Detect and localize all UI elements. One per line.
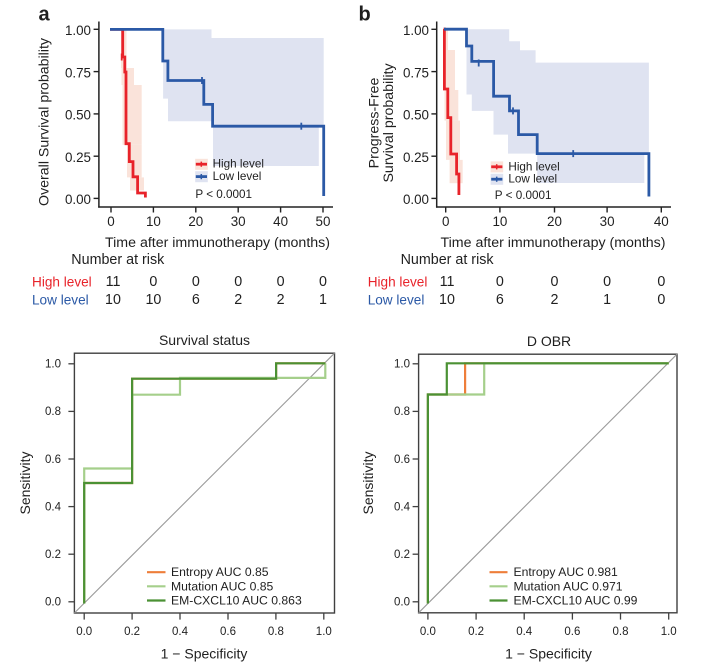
svg-text:EM-CXCL10 AUC 0.863: EM-CXCL10 AUC 0.863 <box>171 594 302 608</box>
svg-text:10: 10 <box>105 292 121 308</box>
svg-text:1.0: 1.0 <box>394 359 410 371</box>
svg-text:0.4: 0.4 <box>45 501 62 513</box>
svg-text:0.0: 0.0 <box>76 626 92 638</box>
svg-text:0.4: 0.4 <box>172 626 189 638</box>
svg-text:0.0: 0.0 <box>394 597 410 609</box>
svg-text:a: a <box>39 3 51 25</box>
svg-text:Time after immunotherapy (mont: Time after immunotherapy (months) <box>105 235 330 251</box>
svg-text:Survival status: Survival status <box>159 332 250 348</box>
svg-text:0.75: 0.75 <box>403 65 429 80</box>
svg-text:P < 0.0001: P < 0.0001 <box>495 189 552 202</box>
svg-text:0.00: 0.00 <box>65 192 91 207</box>
svg-text:2: 2 <box>551 292 559 308</box>
svg-text:6: 6 <box>192 292 200 308</box>
svg-text:0.2: 0.2 <box>468 626 484 638</box>
svg-text:2: 2 <box>234 292 242 308</box>
svg-text:0.6: 0.6 <box>394 454 410 466</box>
svg-text:Low level: Low level <box>368 293 425 308</box>
svg-text:Survival probability: Survival probability <box>381 63 397 183</box>
svg-text:0.6: 0.6 <box>220 626 236 638</box>
svg-text:40: 40 <box>273 214 288 229</box>
svg-text:0: 0 <box>319 274 327 290</box>
svg-text:High level: High level <box>368 275 428 290</box>
svg-text:0: 0 <box>277 274 285 290</box>
svg-text:20: 20 <box>547 214 562 229</box>
svg-text:EM-CXCL10 AUC 0.99: EM-CXCL10 AUC 0.99 <box>514 594 638 608</box>
svg-text:1.0: 1.0 <box>45 359 61 371</box>
svg-text:Sensitivity: Sensitivity <box>17 451 33 514</box>
svg-text:50: 50 <box>316 214 331 229</box>
svg-text:11: 11 <box>106 274 121 290</box>
svg-text:0.50: 0.50 <box>403 108 429 123</box>
svg-text:0.25: 0.25 <box>65 150 91 165</box>
svg-text:0.2: 0.2 <box>45 549 61 561</box>
svg-text:30: 30 <box>231 214 246 229</box>
svg-text:0.8: 0.8 <box>45 406 61 418</box>
svg-text:0.4: 0.4 <box>516 626 533 638</box>
svg-text:0: 0 <box>496 274 504 290</box>
svg-text:High level: High level <box>32 275 92 290</box>
svg-text:40: 40 <box>654 214 669 229</box>
svg-text:10: 10 <box>145 292 161 308</box>
svg-text:2: 2 <box>277 292 285 308</box>
svg-text:0.00: 0.00 <box>403 192 429 207</box>
svg-text:10: 10 <box>146 214 161 229</box>
svg-text:30: 30 <box>600 214 615 229</box>
svg-text:Mutation AUC 0.971: Mutation AUC 0.971 <box>514 579 623 593</box>
svg-text:Low level: Low level <box>508 173 557 186</box>
svg-text:20: 20 <box>188 214 203 229</box>
svg-text:0.8: 0.8 <box>268 626 284 638</box>
svg-text:Number at risk: Number at risk <box>71 252 165 268</box>
svg-text:0.4: 0.4 <box>394 501 411 513</box>
svg-text:Sensitivity: Sensitivity <box>360 451 376 514</box>
svg-text:High level: High level <box>508 160 559 173</box>
svg-text:Entropy AUC 0.981: Entropy AUC 0.981 <box>514 565 619 579</box>
svg-text:0: 0 <box>551 274 559 290</box>
svg-text:Entropy AUC 0.85: Entropy AUC 0.85 <box>171 565 269 579</box>
svg-text:1 − Specificity: 1 − Specificity <box>505 646 592 662</box>
svg-text:1 − Specificity: 1 − Specificity <box>161 646 248 662</box>
svg-text:0.8: 0.8 <box>613 626 629 638</box>
svg-text:0.2: 0.2 <box>124 626 140 638</box>
svg-text:0.0: 0.0 <box>420 626 436 638</box>
svg-text:1: 1 <box>603 292 611 308</box>
svg-text:Overall Survival probability: Overall Survival probability <box>36 37 52 206</box>
svg-text:0: 0 <box>442 214 449 229</box>
svg-text:1.0: 1.0 <box>661 626 677 638</box>
svg-text:0: 0 <box>107 214 114 229</box>
svg-text:Mutation AUC 0.85: Mutation AUC 0.85 <box>171 579 274 593</box>
svg-text:6: 6 <box>496 292 504 308</box>
svg-text:0: 0 <box>657 292 665 308</box>
svg-text:0.0: 0.0 <box>45 597 61 609</box>
svg-text:0.8: 0.8 <box>394 406 410 418</box>
svg-text:0: 0 <box>234 274 242 290</box>
svg-text:High level: High level <box>213 158 264 171</box>
svg-text:0: 0 <box>603 274 611 290</box>
svg-text:b: b <box>359 3 371 25</box>
svg-text:0: 0 <box>149 274 157 290</box>
svg-text:10: 10 <box>492 214 507 229</box>
svg-text:0.50: 0.50 <box>65 108 91 123</box>
svg-text:Time after immunotherapy (mont: Time after immunotherapy (months) <box>441 235 666 251</box>
svg-text:0: 0 <box>657 274 665 290</box>
svg-text:P < 0.0001: P < 0.0001 <box>195 188 252 201</box>
svg-text:1: 1 <box>319 292 327 308</box>
svg-text:0: 0 <box>192 274 200 290</box>
svg-text:Progress-Free: Progress-Free <box>366 78 382 169</box>
svg-text:Low level: Low level <box>32 293 89 308</box>
svg-text:Number at risk: Number at risk <box>401 252 495 268</box>
svg-text:0.75: 0.75 <box>65 65 91 80</box>
svg-text:0.25: 0.25 <box>403 150 429 165</box>
svg-text:0.6: 0.6 <box>45 454 61 466</box>
svg-text:1.0: 1.0 <box>316 626 332 638</box>
svg-text:10: 10 <box>439 292 455 308</box>
svg-text:D OBR: D OBR <box>527 333 571 349</box>
svg-text:0.2: 0.2 <box>394 549 410 561</box>
svg-text:1.00: 1.00 <box>403 23 429 38</box>
svg-text:11: 11 <box>440 274 455 290</box>
svg-text:0.6: 0.6 <box>564 626 580 638</box>
svg-text:Low level: Low level <box>213 170 262 183</box>
svg-text:1.00: 1.00 <box>65 23 91 38</box>
